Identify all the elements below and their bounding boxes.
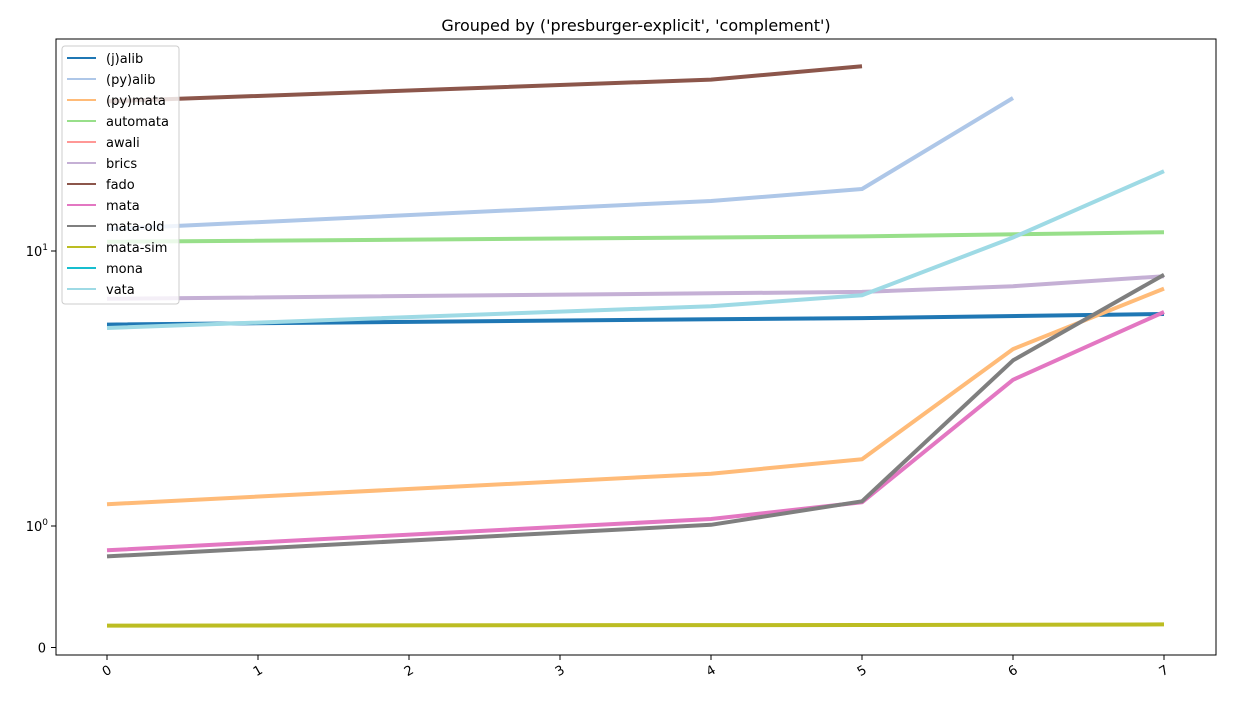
plot-area	[55, 38, 1217, 656]
legend-label: mata-sim	[106, 241, 167, 256]
series-line-fado	[106, 64, 863, 104]
legend: (j)alib (py)alib (py)mata automata awali bric…	[61, 45, 180, 305]
legend-label: awali	[106, 136, 140, 151]
x-tick-label: 3	[553, 663, 568, 680]
series-line-brics	[106, 274, 1165, 301]
x-axis-ticks: 0 1 2 3 4 5 6 7	[100, 655, 1172, 680]
series-line-vata	[106, 169, 1165, 330]
y-axis-ticks: 0 100 101	[26, 243, 56, 657]
legend-label: mona	[106, 262, 143, 277]
series-line-mata-old	[106, 272, 1165, 559]
series-line-j-alib	[106, 312, 1165, 327]
legend-label: brics	[106, 157, 137, 172]
y-tick-label: 0	[38, 642, 46, 657]
legend-label: (j)alib	[106, 52, 143, 67]
legend-label: fado	[106, 178, 135, 193]
chart-title: Grouped by ('presburger-explicit', 'comp…	[441, 16, 830, 35]
x-tick-label: 4	[704, 663, 719, 680]
series-line-py-mata	[106, 286, 1165, 507]
legend-label: (py)mata	[106, 94, 166, 109]
x-tick-label: 0	[100, 663, 115, 680]
legend-label: mata	[106, 199, 140, 214]
legend-label: automata	[106, 115, 169, 130]
y-tick-label: 101	[26, 243, 48, 260]
series-line-automata	[106, 230, 1165, 244]
legend-box	[61, 45, 180, 305]
legend-label: mata-old	[106, 220, 164, 235]
series-layer	[106, 64, 1165, 628]
x-tick-label: 2	[402, 663, 417, 680]
series-line-py-alib	[106, 96, 1015, 232]
x-tick-label: 6	[1006, 663, 1021, 680]
x-tick-label: 5	[855, 663, 870, 680]
legend-label: vata	[106, 283, 135, 298]
legend-label: (py)alib	[106, 73, 156, 88]
series-line-mata-sim	[106, 622, 1165, 628]
x-tick-label: 1	[251, 663, 266, 680]
y-tick-label: 100	[26, 518, 49, 535]
x-tick-label: 7	[1157, 663, 1172, 680]
